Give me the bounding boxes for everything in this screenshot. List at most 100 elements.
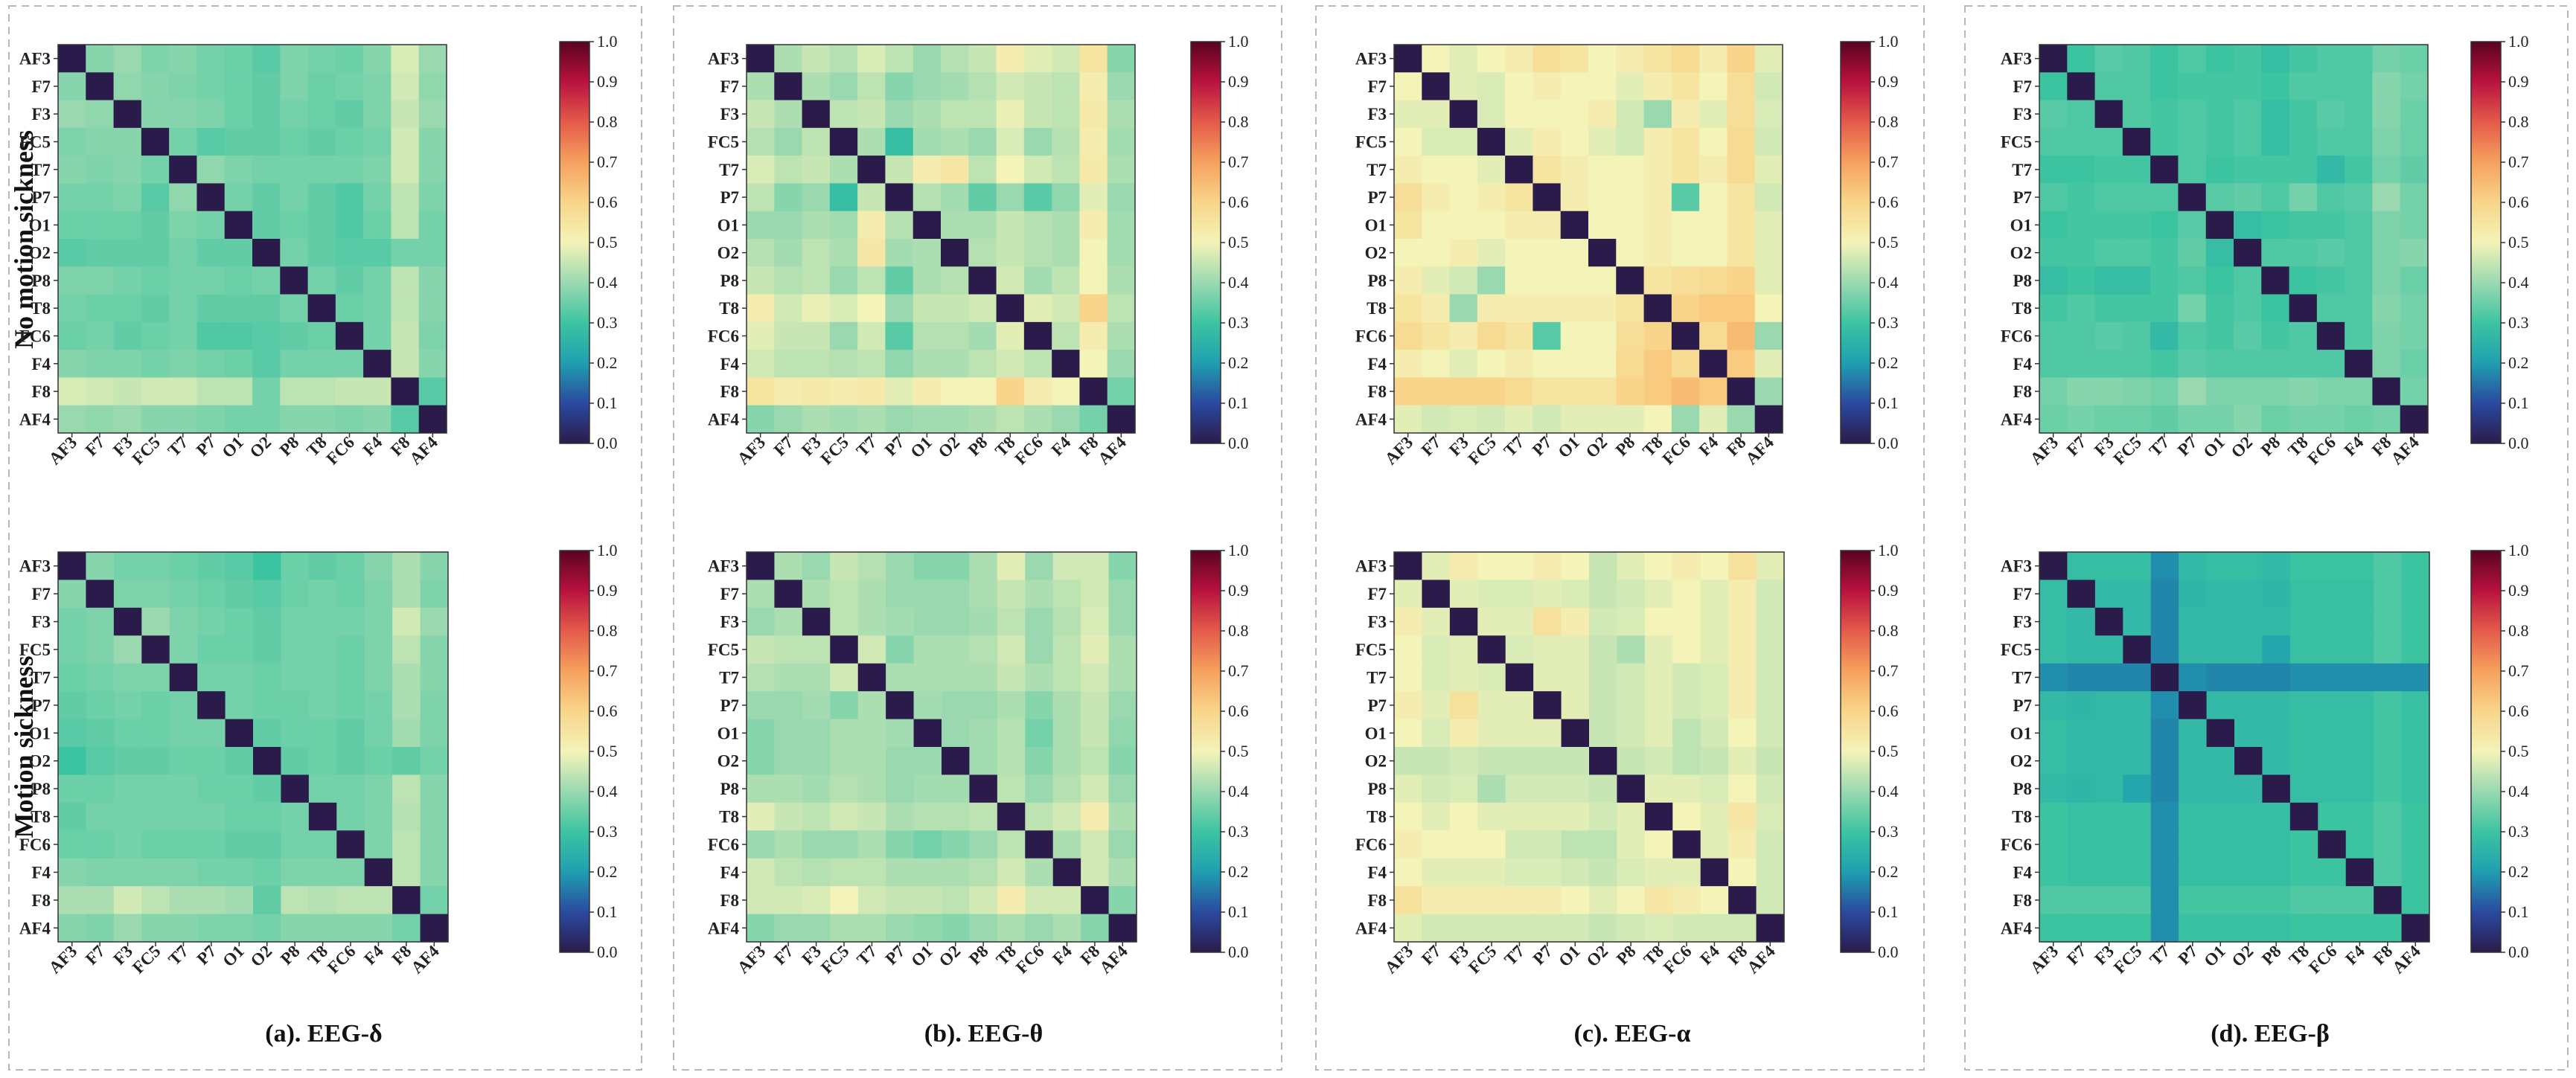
y-tick-label: F4 xyxy=(31,355,51,373)
heatmap-cell xyxy=(58,607,87,636)
heatmap-cell xyxy=(830,719,859,748)
y-tick-label: F8 xyxy=(720,891,739,910)
heatmap-cell xyxy=(392,830,421,859)
heatmap-cell xyxy=(197,580,226,609)
heatmap-cell xyxy=(307,266,336,295)
y-tick-label: T8 xyxy=(31,808,51,827)
heatmap-cell xyxy=(364,719,393,748)
heatmap-cell xyxy=(2261,321,2290,350)
heatmap-cell xyxy=(1617,580,1646,609)
heatmap-cell xyxy=(2401,802,2430,831)
heatmap-cell xyxy=(58,100,86,129)
heatmap-cell xyxy=(1477,72,1506,101)
heatmap-cell xyxy=(2067,858,2096,887)
heatmap-cell xyxy=(169,802,198,831)
heatmap-cell xyxy=(2261,155,2290,185)
heatmap-cell xyxy=(1700,635,1729,664)
heatmap-cell xyxy=(968,377,997,406)
heatmap-cell xyxy=(747,377,775,406)
heatmap-cell xyxy=(141,377,170,406)
heatmap-cell xyxy=(2094,72,2123,101)
heatmap-cell xyxy=(86,830,115,859)
heatmap-cell xyxy=(1589,886,1618,915)
heatmap-cell xyxy=(141,127,170,156)
heatmap-cell xyxy=(196,45,226,73)
heatmap-cell xyxy=(885,127,914,156)
x-tick-label: AF4 xyxy=(1094,433,1130,469)
heatmap-cell xyxy=(2179,830,2208,859)
heatmap-cell xyxy=(392,802,421,831)
heatmap-cell xyxy=(969,691,998,720)
heatmap-cell xyxy=(1616,321,1645,350)
x-tick-label: O1 xyxy=(2200,942,2228,970)
heatmap-cell xyxy=(2234,155,2262,185)
x-tick-label: F4 xyxy=(2342,942,2368,969)
heatmap-cell xyxy=(969,580,998,609)
colorbar-tick-label: 0.8 xyxy=(1878,112,1899,131)
heatmap-cell xyxy=(1449,830,1478,859)
heatmap-cell xyxy=(2400,183,2429,212)
heatmap-cell xyxy=(1108,552,1137,581)
heatmap-cell xyxy=(420,552,449,581)
heatmap-cell xyxy=(391,127,420,156)
heatmap-cell xyxy=(225,691,254,720)
heatmap-cell xyxy=(281,552,310,581)
heatmap-cell xyxy=(2234,72,2262,101)
heatmap-cell xyxy=(1699,350,1728,379)
heatmap-cell xyxy=(2316,155,2345,185)
heatmap-cell xyxy=(113,321,142,350)
heatmap-cell xyxy=(2179,802,2208,831)
y-tick-label: FC5 xyxy=(708,133,739,152)
y-tick-label: T7 xyxy=(1367,161,1387,179)
heatmap-cell xyxy=(281,607,310,636)
heatmap-cell xyxy=(1754,183,1783,212)
heatmap-cell xyxy=(2039,266,2068,295)
heatmap-cell xyxy=(2372,321,2401,350)
heatmap-cell xyxy=(2316,211,2345,240)
heatmap-cell xyxy=(2401,691,2430,720)
heatmap-cell xyxy=(1108,747,1137,776)
y-tick-label: F4 xyxy=(1367,863,1387,882)
heatmap-cell xyxy=(253,802,282,831)
heatmap-cell xyxy=(2261,211,2290,240)
heatmap-cell xyxy=(2206,914,2235,943)
heatmap-cell xyxy=(1449,914,1478,943)
heatmap-cell xyxy=(1700,691,1729,720)
heatmap-cell xyxy=(2372,183,2401,212)
heatmap-cell xyxy=(2179,719,2208,748)
x-tick-label: AF4 xyxy=(1743,942,1779,978)
heatmap-cell xyxy=(1505,239,1534,267)
heatmap-cell xyxy=(1533,886,1562,915)
heatmap-cell xyxy=(113,663,142,692)
heatmap-cell xyxy=(113,607,142,636)
x-tick-label: FC5 xyxy=(817,433,852,468)
colorbar-tick-label: 0.6 xyxy=(1228,702,1249,720)
heatmap-cell xyxy=(829,239,858,267)
heatmap-cell xyxy=(2039,802,2068,831)
heatmap-cell xyxy=(1081,858,1110,887)
colorbar-tick-label: 0.3 xyxy=(597,313,618,332)
heatmap-cell xyxy=(1617,830,1646,859)
heatmap-cell xyxy=(364,914,393,943)
heatmap-cell xyxy=(1422,774,1451,803)
heatmap-cell xyxy=(2094,294,2123,323)
heatmap-cell xyxy=(281,635,310,664)
heatmap-cell xyxy=(113,886,142,915)
heatmap-cell xyxy=(997,552,1026,581)
heatmap-cell xyxy=(1449,858,1478,887)
heatmap-cell xyxy=(2123,802,2152,831)
colorbar-tick-label: 0.8 xyxy=(597,621,618,640)
colorbar-tick-label: 0.2 xyxy=(1228,862,1249,881)
y-tick-label: F7 xyxy=(2013,585,2032,603)
heatmap-cell xyxy=(1756,914,1785,943)
heatmap-cell xyxy=(1449,239,1478,267)
y-tick-label: AF3 xyxy=(1355,557,1387,576)
heatmap-cell xyxy=(224,127,253,156)
heatmap-cell xyxy=(1728,802,1757,831)
heatmap-cell xyxy=(2401,858,2430,887)
x-tick-label: FC6 xyxy=(1011,433,1046,468)
heatmap-cell xyxy=(281,747,310,776)
heatmap-cell xyxy=(802,914,831,943)
heatmap-cell xyxy=(2094,266,2123,295)
y-tick-label: FC6 xyxy=(2001,327,2032,346)
